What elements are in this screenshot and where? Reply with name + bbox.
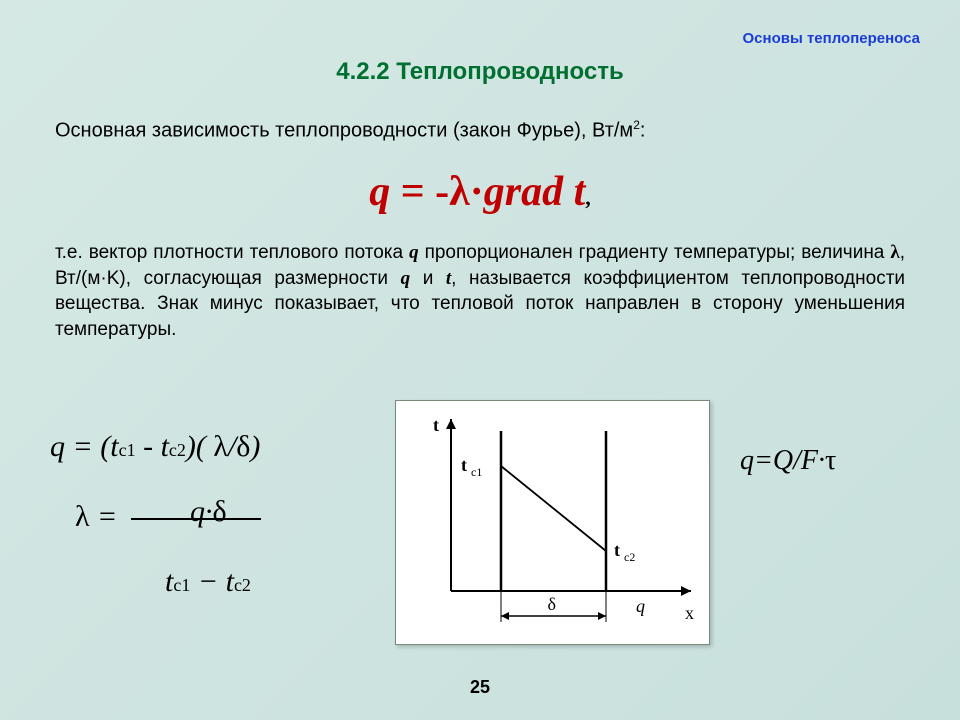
lower-region: q = (tc1 - tc2)( λ/δ) λ = q·δ tc1 − tc2 …: [50, 400, 920, 670]
e2-del: δ: [236, 430, 250, 463]
b2: пропорционален градиенту температуры; ве…: [419, 242, 891, 263]
f-q: q: [369, 169, 390, 215]
equation-2: q = (tc1 - tc2)( λ/δ): [50, 430, 380, 464]
graph-svg: t x t c1 t c2 δ q: [396, 401, 711, 646]
f-grad: grad t: [484, 169, 586, 215]
e3-den: tc1 − tc2: [165, 565, 251, 599]
svg-text:q: q: [636, 596, 645, 616]
svg-text:c1: c1: [471, 465, 482, 479]
e3-dc1: c1: [173, 575, 190, 595]
b-q: q: [409, 242, 419, 263]
svg-text:t: t: [614, 540, 620, 560]
page-number: 25: [0, 677, 960, 698]
re-a: q=Q/F·: [740, 445, 825, 476]
main-formula: q = -λ·grad t,: [0, 168, 960, 216]
svg-text:δ: δ: [548, 594, 556, 614]
e2-c1: c1: [119, 440, 136, 460]
f-eq: = -: [390, 169, 449, 215]
intro-text: Основная зависимость теплопроводности (з…: [55, 118, 905, 143]
svg-text:x: x: [685, 603, 694, 623]
svg-text:t: t: [461, 455, 467, 475]
f-dot: ·: [470, 169, 484, 215]
b-qv: q: [401, 268, 411, 289]
e3-lam: λ: [75, 500, 90, 533]
b1: т.е. вектор плотности теплового потока: [55, 242, 409, 263]
intro-sup: 2: [633, 118, 640, 132]
f-comma: ,: [585, 185, 591, 210]
e2-c2: c2: [169, 440, 186, 460]
header-note: Основы теплопереноса: [743, 30, 920, 47]
b-lam: λ: [890, 242, 899, 263]
e2-r1: )(: [186, 430, 213, 463]
e3-nq: q·: [190, 495, 213, 528]
e3-dm: − t: [190, 565, 234, 598]
e3-dc2: c2: [234, 575, 251, 595]
e3-nd: δ: [213, 495, 227, 528]
f-lambda: λ: [449, 169, 470, 215]
e2-mid: - t: [136, 430, 169, 463]
e2-lam: λ: [213, 430, 228, 463]
body-text: т.е. вектор плотности теплового потока q…: [55, 240, 905, 343]
e2-lhs: q = (t: [50, 430, 119, 463]
section-title: 4.2.2 Теплопроводность: [0, 58, 960, 86]
b-and: и: [410, 268, 446, 289]
equation-3: λ = q·δ tc1 − tc2: [75, 500, 267, 534]
re-tau: τ: [825, 445, 836, 476]
intro-prefix: Основная зависимость теплопроводности (з…: [55, 120, 633, 142]
e2-r2: ): [250, 430, 260, 463]
e3-eq: =: [90, 500, 125, 533]
intro-suffix: :: [640, 120, 646, 142]
svg-text:t: t: [433, 415, 439, 435]
graph-container: t x t c1 t c2 δ q: [395, 400, 710, 645]
e3-num: q·δ: [190, 495, 227, 529]
right-equation: q=Q/F·τ: [740, 445, 836, 477]
svg-text:c2: c2: [624, 550, 635, 564]
